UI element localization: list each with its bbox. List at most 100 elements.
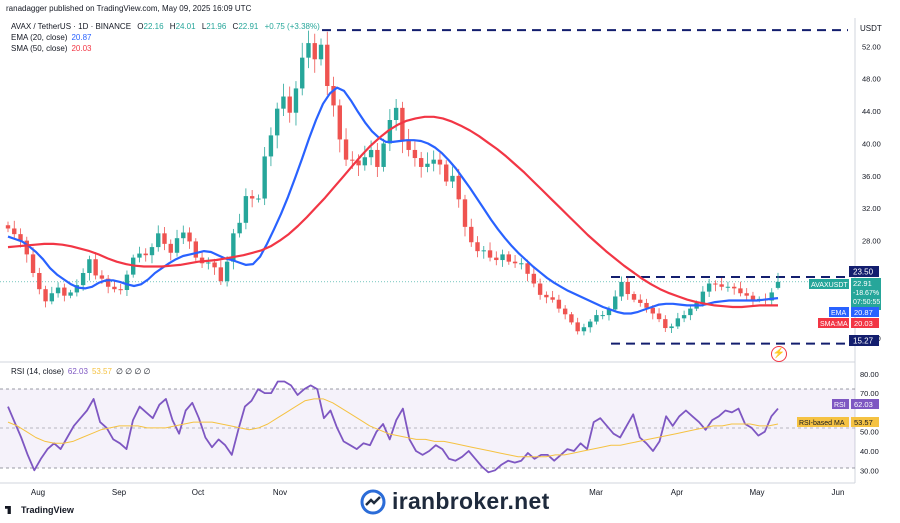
candle-body xyxy=(706,283,712,292)
candle-body xyxy=(300,57,305,89)
candle-body xyxy=(55,287,61,294)
candle-body xyxy=(512,261,518,264)
rsi-legend-extra: ∅ ∅ ∅ ∅ xyxy=(115,367,151,376)
candle-body xyxy=(212,262,217,268)
symbol-price-tag: AVAXUSDT 22.91 -18.67% 07:50:55 xyxy=(809,278,881,310)
candle-body xyxy=(431,159,436,164)
candle-body xyxy=(174,238,180,253)
time-axis-label: Jun xyxy=(832,488,845,497)
candle-body xyxy=(206,262,211,264)
rsi-value-tag: RSI 62.03 xyxy=(832,399,879,409)
rsi-line[interactable] xyxy=(7,380,779,474)
symbol-name[interactable]: AVAX / TetherUS · 1D · BINANCE xyxy=(11,22,132,31)
candle-body xyxy=(638,299,643,303)
candle-body xyxy=(381,143,386,167)
candle-body xyxy=(412,149,418,159)
candle-body xyxy=(268,135,274,157)
rsi-tick-label: 50.00 xyxy=(860,428,879,437)
candle-body xyxy=(731,286,737,289)
ema-legend[interactable]: EMA (20, close) 20.87 xyxy=(11,33,96,42)
rsi-tick-label: 40.00 xyxy=(860,447,879,456)
candle-body xyxy=(631,294,637,300)
candle-body xyxy=(24,240,29,255)
tradingview-icon xyxy=(5,506,11,514)
rsi-ma-line[interactable] xyxy=(7,398,779,458)
candle-body xyxy=(12,228,17,235)
candle-body xyxy=(525,263,530,274)
sma-line[interactable] xyxy=(7,115,778,309)
candle-body xyxy=(425,163,430,167)
candle-body xyxy=(456,175,461,200)
candle-body xyxy=(368,149,374,158)
candle-body xyxy=(663,319,668,329)
tradingview-logo[interactable]: TradingView xyxy=(5,505,74,515)
candle-body xyxy=(600,315,605,317)
open-value: 22.16 xyxy=(143,22,164,31)
sma-tag-text: SMA:MA xyxy=(820,321,848,328)
candle-body xyxy=(312,43,317,60)
candle-body xyxy=(143,253,148,256)
candle-body xyxy=(387,120,393,144)
candle-body xyxy=(444,164,449,182)
lightning-icon[interactable]: ⚡ xyxy=(771,346,787,362)
candle-body xyxy=(569,314,574,323)
candle-body xyxy=(274,108,280,136)
candle-body xyxy=(256,198,261,200)
candle-body xyxy=(475,242,480,252)
candle-body xyxy=(594,315,599,322)
candle-body xyxy=(500,254,505,261)
candle-body xyxy=(287,96,292,113)
ema-legend-value: 20.87 xyxy=(71,33,92,42)
candle-body xyxy=(325,44,330,86)
time-axis-label: Sep xyxy=(112,488,127,497)
ema-line[interactable] xyxy=(7,86,779,315)
resistance-tag: 23.50 xyxy=(849,266,879,277)
candle-body xyxy=(337,105,342,140)
time-axis-label: Mar xyxy=(589,488,603,497)
price-tick-label: 32.00 xyxy=(862,204,881,213)
candle-body xyxy=(318,44,324,60)
candle-body xyxy=(744,293,749,296)
candle-body xyxy=(738,288,743,294)
candle-body xyxy=(93,259,98,276)
rsi-tick-label: 80.00 xyxy=(860,370,879,379)
close-label: C xyxy=(232,22,239,31)
rsi-ma-value-tag: RSI-based MA 53.57 xyxy=(797,417,879,427)
candle-body xyxy=(625,281,630,295)
candle-body xyxy=(775,281,781,288)
candle-body xyxy=(650,307,655,314)
candle-body xyxy=(37,273,42,290)
candle-body xyxy=(700,291,706,303)
candle-body xyxy=(575,322,580,332)
rsi-tick-label: 70.00 xyxy=(860,389,879,398)
candle-body xyxy=(181,232,186,239)
rsi-legend[interactable]: RSI (14, close) 62.03 53.57 ∅ ∅ ∅ ∅ xyxy=(11,367,155,376)
candle-body xyxy=(112,286,117,290)
time-axis-label: Nov xyxy=(273,488,287,497)
candle-body xyxy=(393,107,399,120)
candle-body xyxy=(5,225,11,229)
candle-body xyxy=(74,285,80,293)
rsi-ma-legend-value: 53.57 xyxy=(91,367,112,376)
sma-legend[interactable]: SMA (50, close) 20.03 xyxy=(11,44,96,53)
candle-body xyxy=(613,296,618,310)
candle-body xyxy=(80,273,86,286)
last-price-text: 22.91 xyxy=(853,279,872,288)
time-axis-label: Aug xyxy=(31,488,45,497)
candle-body xyxy=(331,86,336,106)
sma-price-tag: SMA:MA 20.03 xyxy=(818,318,879,328)
candle-body xyxy=(581,327,587,332)
candle-body xyxy=(506,254,512,262)
candle-body xyxy=(237,222,242,234)
candle-body xyxy=(293,88,299,113)
candle-body xyxy=(43,289,48,302)
candle-body xyxy=(418,158,424,167)
candle-body xyxy=(519,263,524,265)
candle-body xyxy=(49,293,55,302)
candle-body xyxy=(562,308,568,315)
candle-body xyxy=(550,297,555,300)
ema-legend-label: EMA (20, close) xyxy=(11,33,68,42)
candle-body xyxy=(162,233,167,244)
